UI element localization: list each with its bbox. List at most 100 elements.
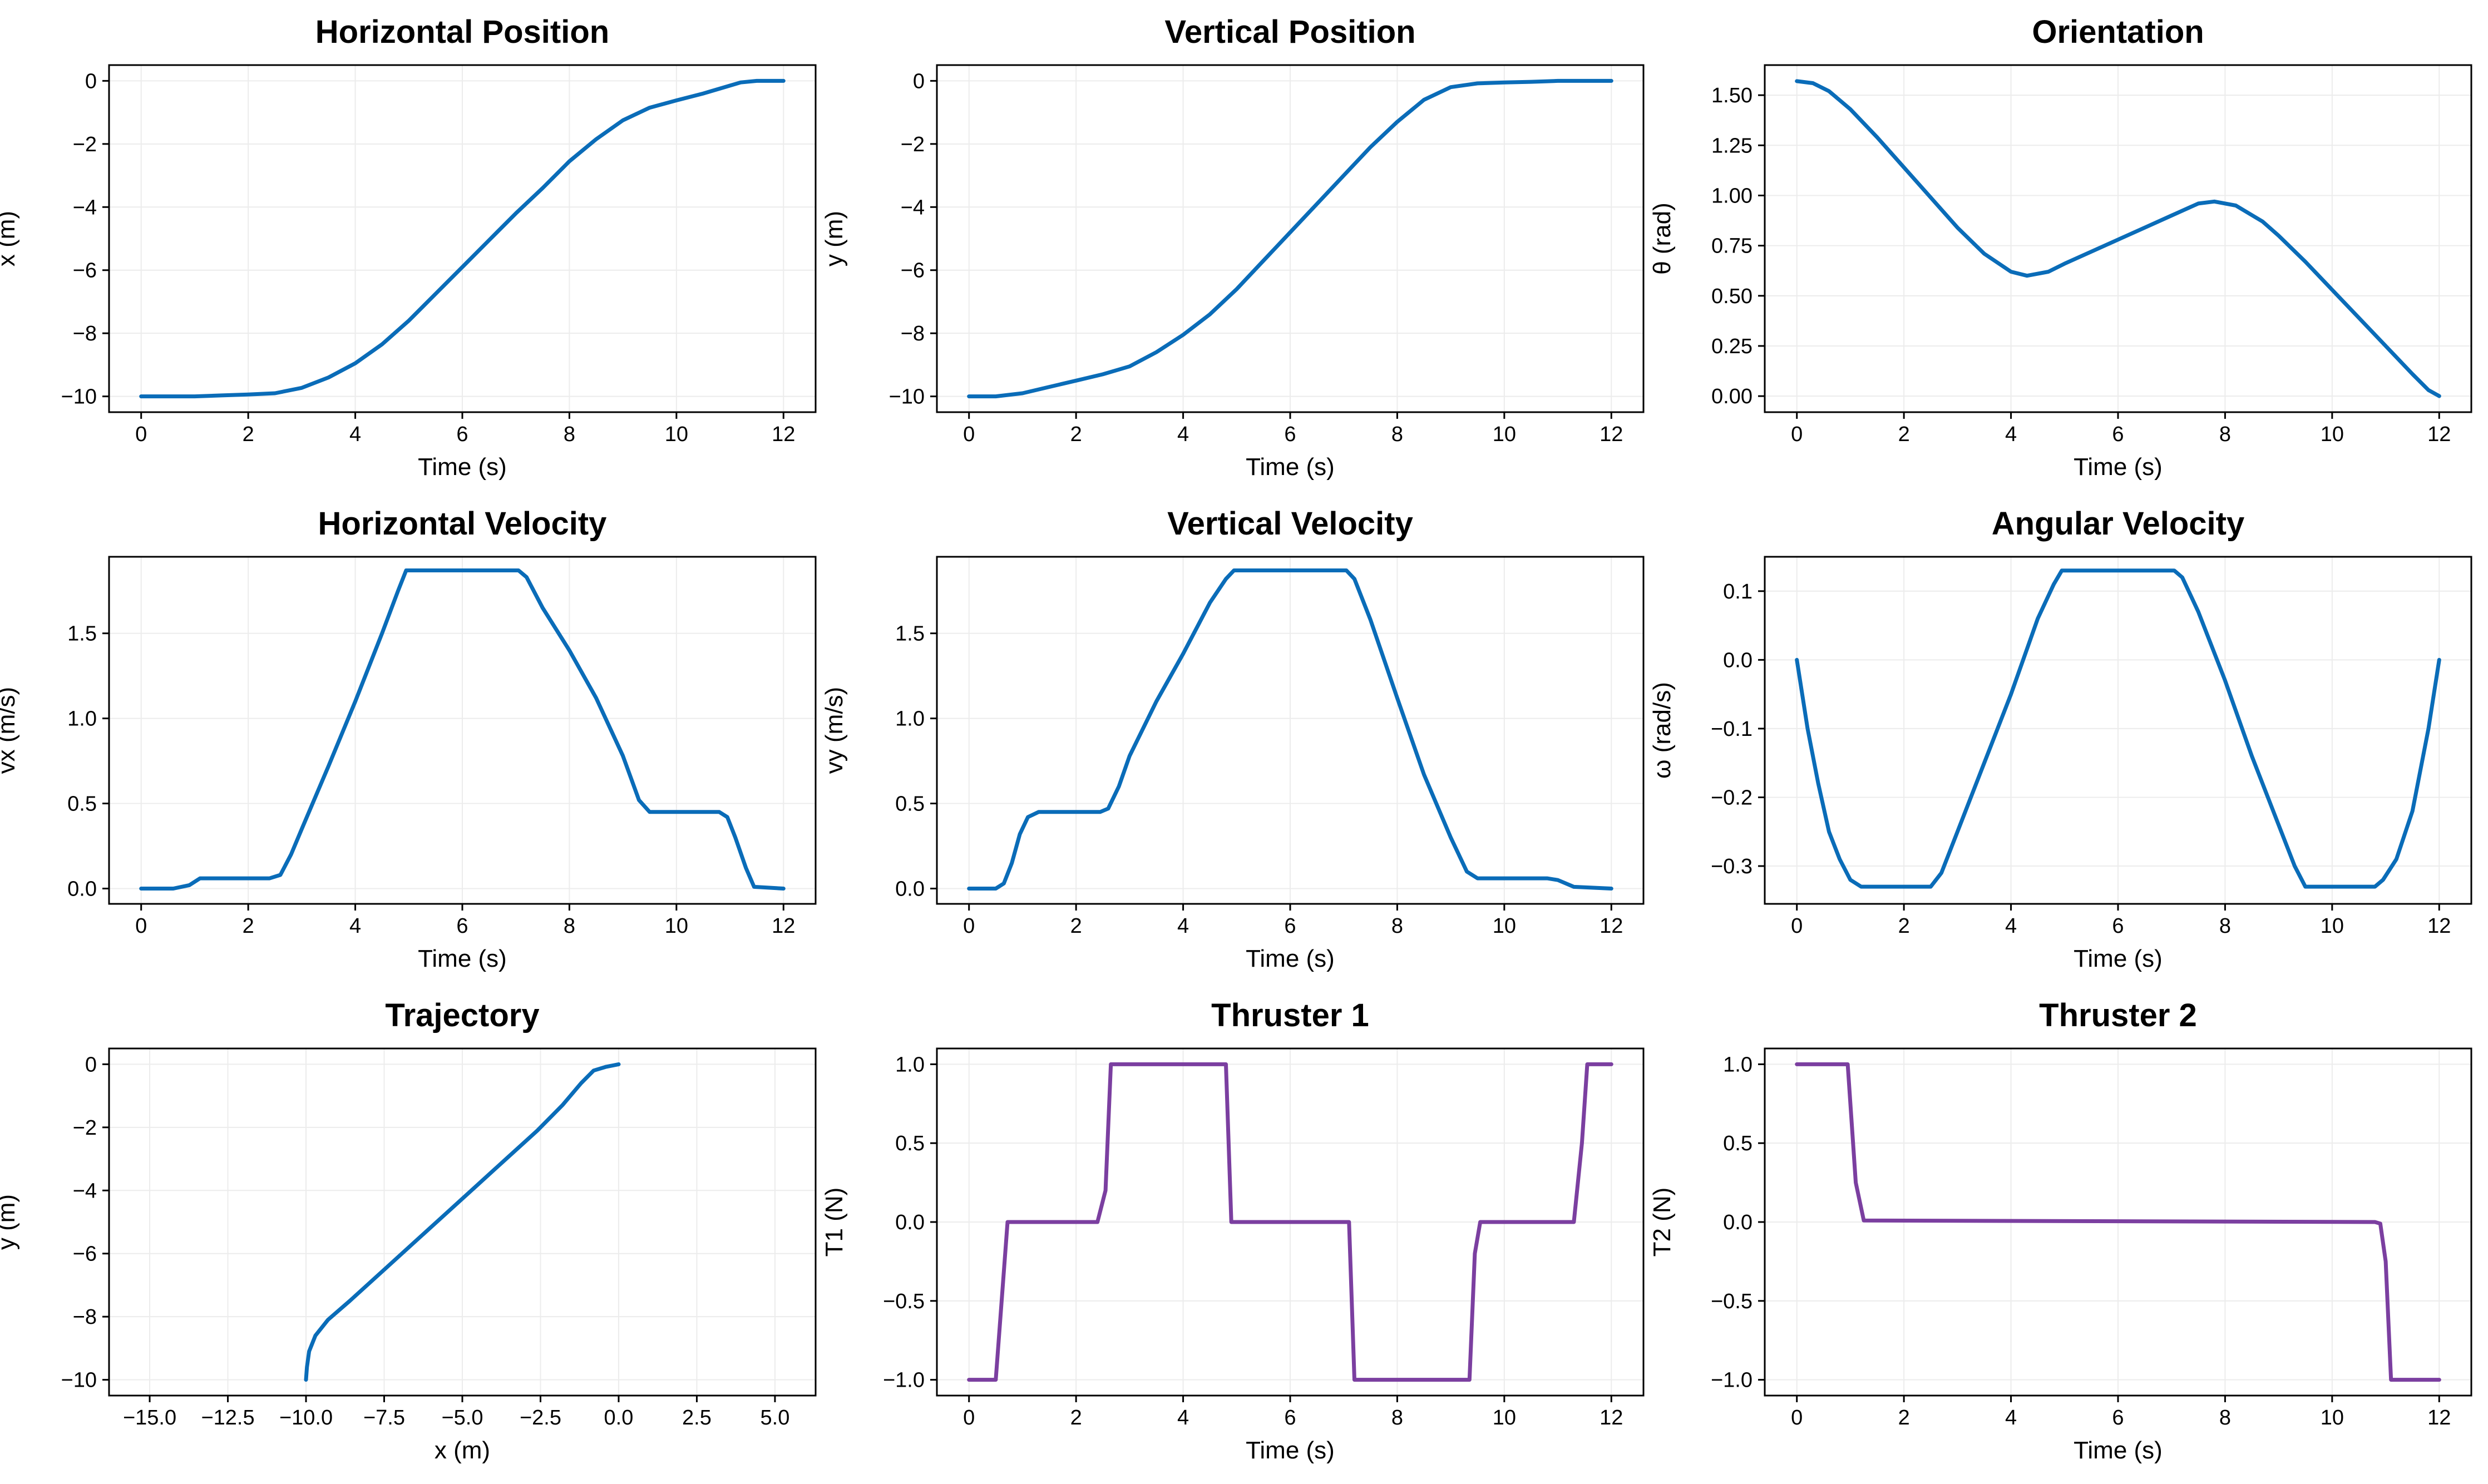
y-tick-label: −0.5 xyxy=(1711,1290,1753,1313)
x-tick-label: 8 xyxy=(564,914,575,938)
y-tick-label: −8 xyxy=(73,1305,97,1329)
x-tick-label: 2 xyxy=(1070,914,1082,938)
x-tick-label: 4 xyxy=(349,914,361,938)
y-tick-label: 1.0 xyxy=(895,708,925,731)
x-axis-label: Time (s) xyxy=(1246,453,1335,481)
x-tick-label: 6 xyxy=(2112,1406,2124,1429)
x-axis-label: Time (s) xyxy=(418,945,507,972)
x-axis-label: Time (s) xyxy=(418,453,507,481)
y-tick-label: 1.5 xyxy=(895,622,925,646)
y-tick-label: 0.50 xyxy=(1711,285,1753,308)
y-tick-label: 0.1 xyxy=(1723,580,1753,604)
x-axis-label: Time (s) xyxy=(2074,453,2163,481)
x-tick-label: 4 xyxy=(2005,1406,2017,1429)
x-tick-label: 2 xyxy=(1898,1406,1910,1429)
x-tick-label: 0 xyxy=(135,423,147,446)
x-tick-label: 10 xyxy=(2321,423,2344,446)
y-tick-label: −10 xyxy=(61,1369,97,1392)
y-tick-label: −2 xyxy=(73,1116,97,1140)
y-tick-label: −0.3 xyxy=(1711,855,1753,878)
x-tick-label: 8 xyxy=(2219,914,2231,938)
y-tick-label: −8 xyxy=(901,322,925,345)
x-tick-label: 2 xyxy=(243,914,254,938)
series-line xyxy=(967,1062,1613,1382)
x-tick-label: 6 xyxy=(1284,1406,1296,1429)
subplot-9: 0 2 4 6 8 10 12 −1.0 −0.5 0.0 0.5 1.0 Thruster 2 Time… xyxy=(1648,997,2472,1464)
chart-title: Angular Velocity xyxy=(1992,506,2244,542)
series-line xyxy=(967,568,1613,891)
y-tick-label: −0.1 xyxy=(1711,718,1753,741)
subplot-5: 0 2 4 6 8 10 12 0.0 0.5 1.0 1.5 Vertical Velocity Ti… xyxy=(821,506,1645,972)
chart-title: Vertical Velocity xyxy=(1167,506,1413,542)
x-tick-label: 12 xyxy=(1600,423,1623,446)
x-tick-label: 0 xyxy=(135,914,147,938)
y-tick-label: −6 xyxy=(73,259,97,283)
x-tick-label: −15.0 xyxy=(123,1406,176,1429)
y-axis-label: x (m) xyxy=(0,211,20,266)
y-tick-label: −6 xyxy=(73,1243,97,1266)
series-line xyxy=(304,1062,621,1382)
x-tick-label: 10 xyxy=(2321,1406,2344,1429)
x-tick-label: 12 xyxy=(1600,1406,1623,1429)
x-tick-label: 2 xyxy=(1898,423,1910,446)
y-tick-label: 1.00 xyxy=(1711,184,1753,207)
y-axis-label: vy (m/s) xyxy=(821,687,848,774)
y-tick-label: 0.0 xyxy=(1723,1211,1753,1234)
x-tick-label: −10.0 xyxy=(279,1406,333,1429)
x-tick-label: 6 xyxy=(2112,423,2124,446)
subplot-2: 0 2 4 6 8 10 12 −10 −8 −6 −4 −2 0 Vertical Position Ti… xyxy=(821,14,1645,481)
x-tick-label: 2 xyxy=(1070,423,1082,446)
x-tick-label: 0 xyxy=(963,423,975,446)
y-tick-label: −10 xyxy=(889,385,925,409)
chart-title: Vertical Position xyxy=(1164,14,1415,50)
x-tick-label: −5.0 xyxy=(441,1406,483,1429)
x-tick-label: 12 xyxy=(1600,914,1623,938)
y-axis-label: vx (m/s) xyxy=(0,687,20,774)
x-tick-label: 6 xyxy=(1284,914,1296,938)
x-tick-label: 0 xyxy=(1791,914,1803,938)
y-tick-label: 1.5 xyxy=(67,622,97,646)
y-tick-label: 1.0 xyxy=(67,708,97,731)
x-axis-label: Time (s) xyxy=(2074,1437,2163,1464)
y-tick-label: −4 xyxy=(73,196,97,219)
y-axis-label: y (m) xyxy=(0,1194,20,1250)
x-tick-label: 0 xyxy=(963,914,975,938)
x-tick-label: 10 xyxy=(665,423,688,446)
y-tick-label: 0.5 xyxy=(895,1132,925,1155)
x-tick-label: 8 xyxy=(1391,423,1403,446)
y-tick-label: 0.0 xyxy=(67,877,97,901)
series-line xyxy=(1795,1062,2441,1382)
chart-title: Thruster 1 xyxy=(1211,997,1369,1033)
y-tick-label: 0.25 xyxy=(1711,335,1753,358)
y-tick-label: 1.0 xyxy=(1723,1053,1753,1076)
series-line xyxy=(1795,79,2441,398)
y-tick-label: −6 xyxy=(901,259,925,283)
x-tick-label: 12 xyxy=(2427,914,2451,938)
x-tick-label: 0.0 xyxy=(604,1406,634,1429)
y-tick-label: 0.0 xyxy=(1723,649,1753,672)
x-tick-label: 10 xyxy=(1493,423,1516,446)
x-tick-label: 2 xyxy=(243,423,254,446)
series-line xyxy=(967,78,1613,399)
y-axis-label: T1 (N) xyxy=(821,1188,848,1257)
y-tick-label: −10 xyxy=(61,385,97,409)
y-tick-label: −4 xyxy=(901,196,925,219)
x-tick-label: 12 xyxy=(2427,423,2451,446)
x-tick-label: 4 xyxy=(1177,914,1189,938)
y-axis-label: θ (rad) xyxy=(1648,202,1676,275)
x-tick-label: 2 xyxy=(1898,914,1910,938)
x-tick-label: 10 xyxy=(1493,1406,1516,1429)
x-axis-label: Time (s) xyxy=(1246,1437,1335,1464)
y-tick-label: −2 xyxy=(901,133,925,156)
x-tick-label: 0 xyxy=(1791,1406,1803,1429)
x-tick-label: 12 xyxy=(2427,1406,2451,1429)
y-tick-label: 0.5 xyxy=(1723,1132,1753,1155)
y-tick-label: −1.0 xyxy=(883,1369,925,1392)
x-tick-label: 10 xyxy=(2321,914,2344,938)
x-tick-label: 8 xyxy=(2219,1406,2231,1429)
x-axis-label: Time (s) xyxy=(2074,945,2163,972)
y-tick-label: −0.5 xyxy=(883,1290,925,1313)
x-tick-label: 10 xyxy=(665,914,688,938)
x-tick-label: 2 xyxy=(1070,1406,1082,1429)
